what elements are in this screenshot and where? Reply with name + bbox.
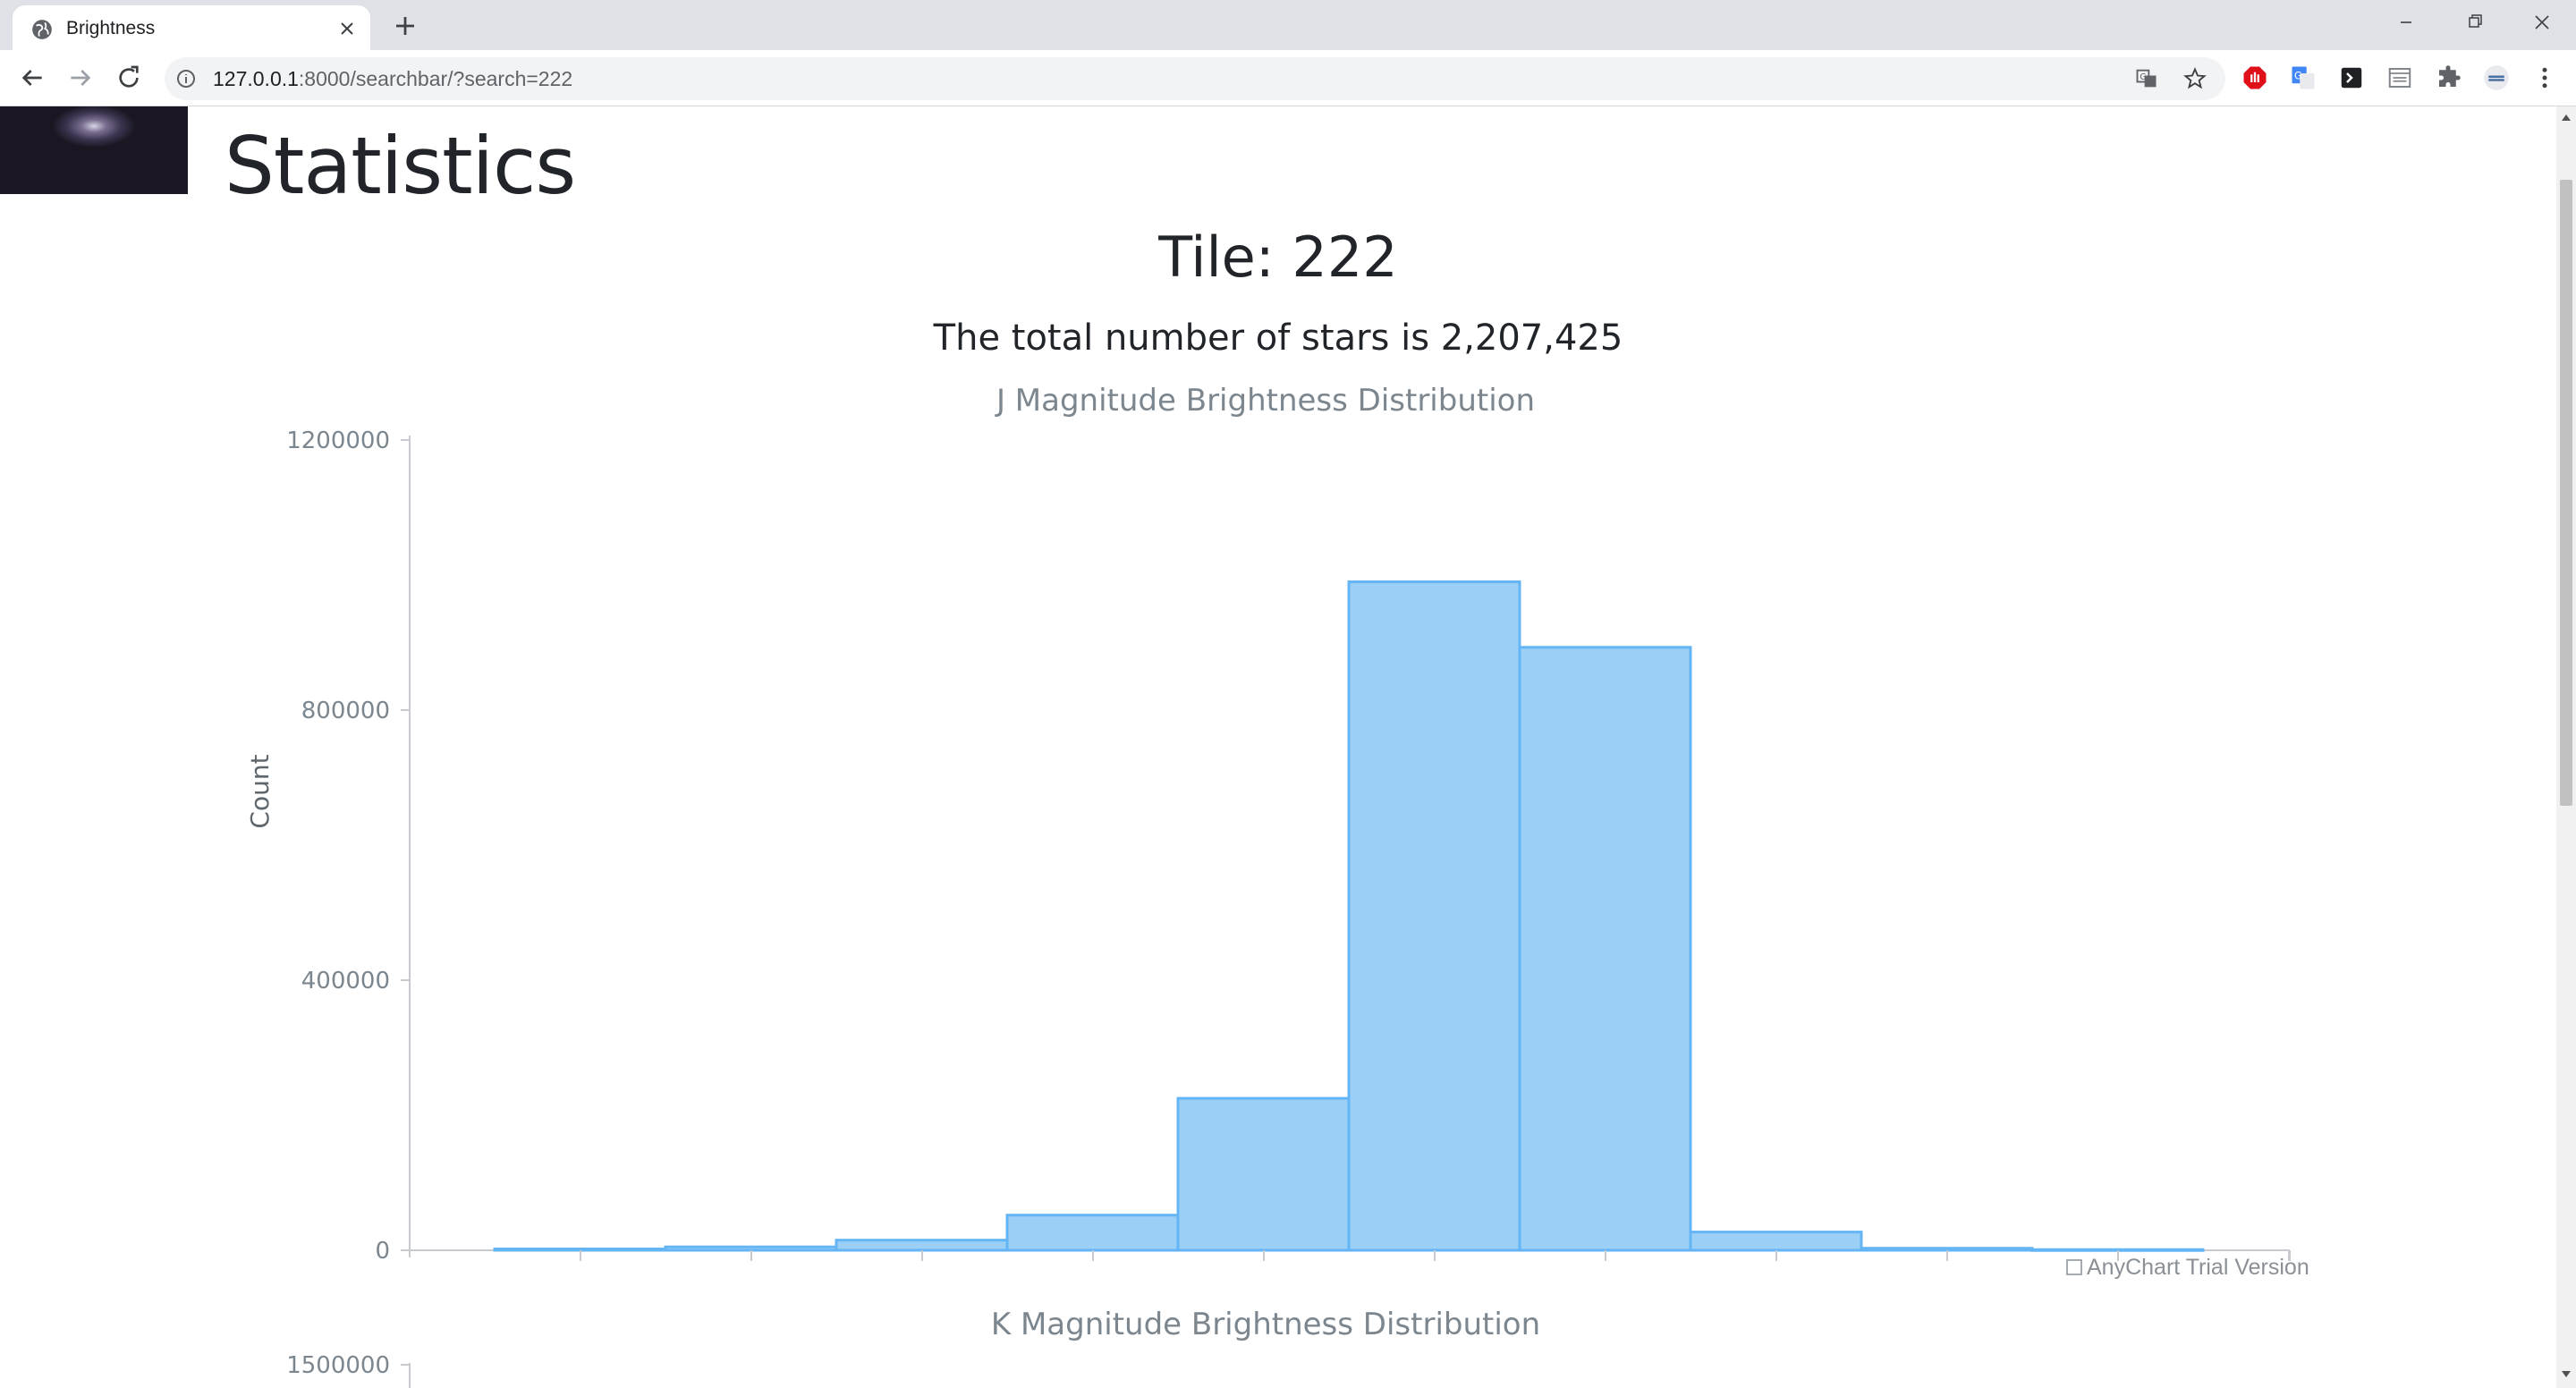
- histogram-bar: [1176, 1096, 1351, 1252]
- translate-icon[interactable]: G: [2134, 66, 2159, 91]
- y-tick-label: 800000: [301, 698, 390, 724]
- more-menu-icon[interactable]: [2531, 64, 2558, 91]
- google-translate-extension-icon[interactable]: G: [2290, 64, 2317, 91]
- page-title: Statistics: [225, 120, 576, 212]
- url-text: 127.0.0.1:8000/searchbar/?search=222: [213, 67, 572, 91]
- histogram-bar: [493, 1247, 667, 1252]
- stars-total-text: The total number of stars is 2,207,425: [933, 317, 1623, 359]
- adblock-extension-icon[interactable]: [2241, 64, 2268, 91]
- forward-arrow-icon[interactable]: [66, 63, 95, 92]
- close-tab-icon[interactable]: [336, 18, 358, 39]
- y-tick-label: 0: [375, 1238, 390, 1265]
- svg-text:G: G: [2140, 72, 2146, 82]
- anychart-credit: AnyChart Trial Version: [2087, 1255, 2309, 1280]
- url-path: :8000/searchbar/?search=222: [298, 67, 573, 90]
- terminal-extension-icon[interactable]: [2338, 64, 2365, 91]
- page-content: Statistics Tile: 222 The total number of…: [0, 106, 2556, 1388]
- globe-icon: [32, 20, 52, 39]
- tile-heading: Tile: 222: [1158, 224, 1398, 290]
- site-info-icon[interactable]: [175, 68, 197, 89]
- scroll-down-arrow-icon[interactable]: [2560, 1369, 2572, 1380]
- histogram-bar: [1347, 580, 1521, 1252]
- y-tick-label-k: 1500000: [286, 1352, 390, 1379]
- minimize-button[interactable]: [2388, 9, 2424, 36]
- histogram-bar: [1689, 1231, 1863, 1252]
- vertical-scrollbar[interactable]: [2556, 106, 2576, 1388]
- charts-area: J Magnitude Brightness Distribution 12000…: [245, 383, 2309, 1388]
- histogram-bar: [664, 1245, 838, 1252]
- histogram-bar: [1860, 1247, 2034, 1252]
- galaxy-logo: [0, 106, 188, 194]
- window-extension-icon[interactable]: [2386, 64, 2413, 91]
- restore-button[interactable]: [2456, 9, 2492, 36]
- histogram-bar: [835, 1239, 1009, 1252]
- profile-avatar-icon[interactable]: [2483, 64, 2510, 91]
- chart-title-k: K Magnitude Brightness Distribution: [991, 1307, 1540, 1342]
- anychart-logo-icon: [2066, 1259, 2082, 1275]
- chart-title-j: J Magnitude Brightness Distribution: [995, 383, 1535, 419]
- url-host: 127.0.0.1: [213, 67, 299, 90]
- reload-icon[interactable]: [114, 63, 143, 92]
- histogram-bar: [1005, 1214, 1180, 1252]
- bookmark-star-icon[interactable]: [2182, 66, 2207, 91]
- y-axis-title: Count: [245, 754, 275, 828]
- histogram-bar: [1518, 646, 1692, 1252]
- new-tab-button[interactable]: [392, 13, 419, 39]
- y-tick-label: 1200000: [286, 427, 390, 454]
- browser-tab[interactable]: Brightness: [13, 5, 370, 50]
- tab-strip: Brightness: [0, 0, 2576, 50]
- extensions-puzzle-icon[interactable]: [2435, 64, 2462, 91]
- tab-title: Brightness: [66, 18, 156, 38]
- svg-text:G: G: [2294, 70, 2302, 81]
- close-window-button[interactable]: [2524, 9, 2560, 36]
- y-tick-label: 400000: [301, 968, 390, 994]
- scrollbar-thumb[interactable]: [2560, 180, 2572, 806]
- address-bar[interactable]: 127.0.0.1:8000/searchbar/?search=222 G: [165, 57, 2225, 100]
- scroll-up-arrow-icon[interactable]: [2560, 112, 2572, 123]
- browser-toolbar: 127.0.0.1:8000/searchbar/?search=222 G G: [0, 50, 2576, 106]
- back-arrow-icon[interactable]: [18, 63, 47, 92]
